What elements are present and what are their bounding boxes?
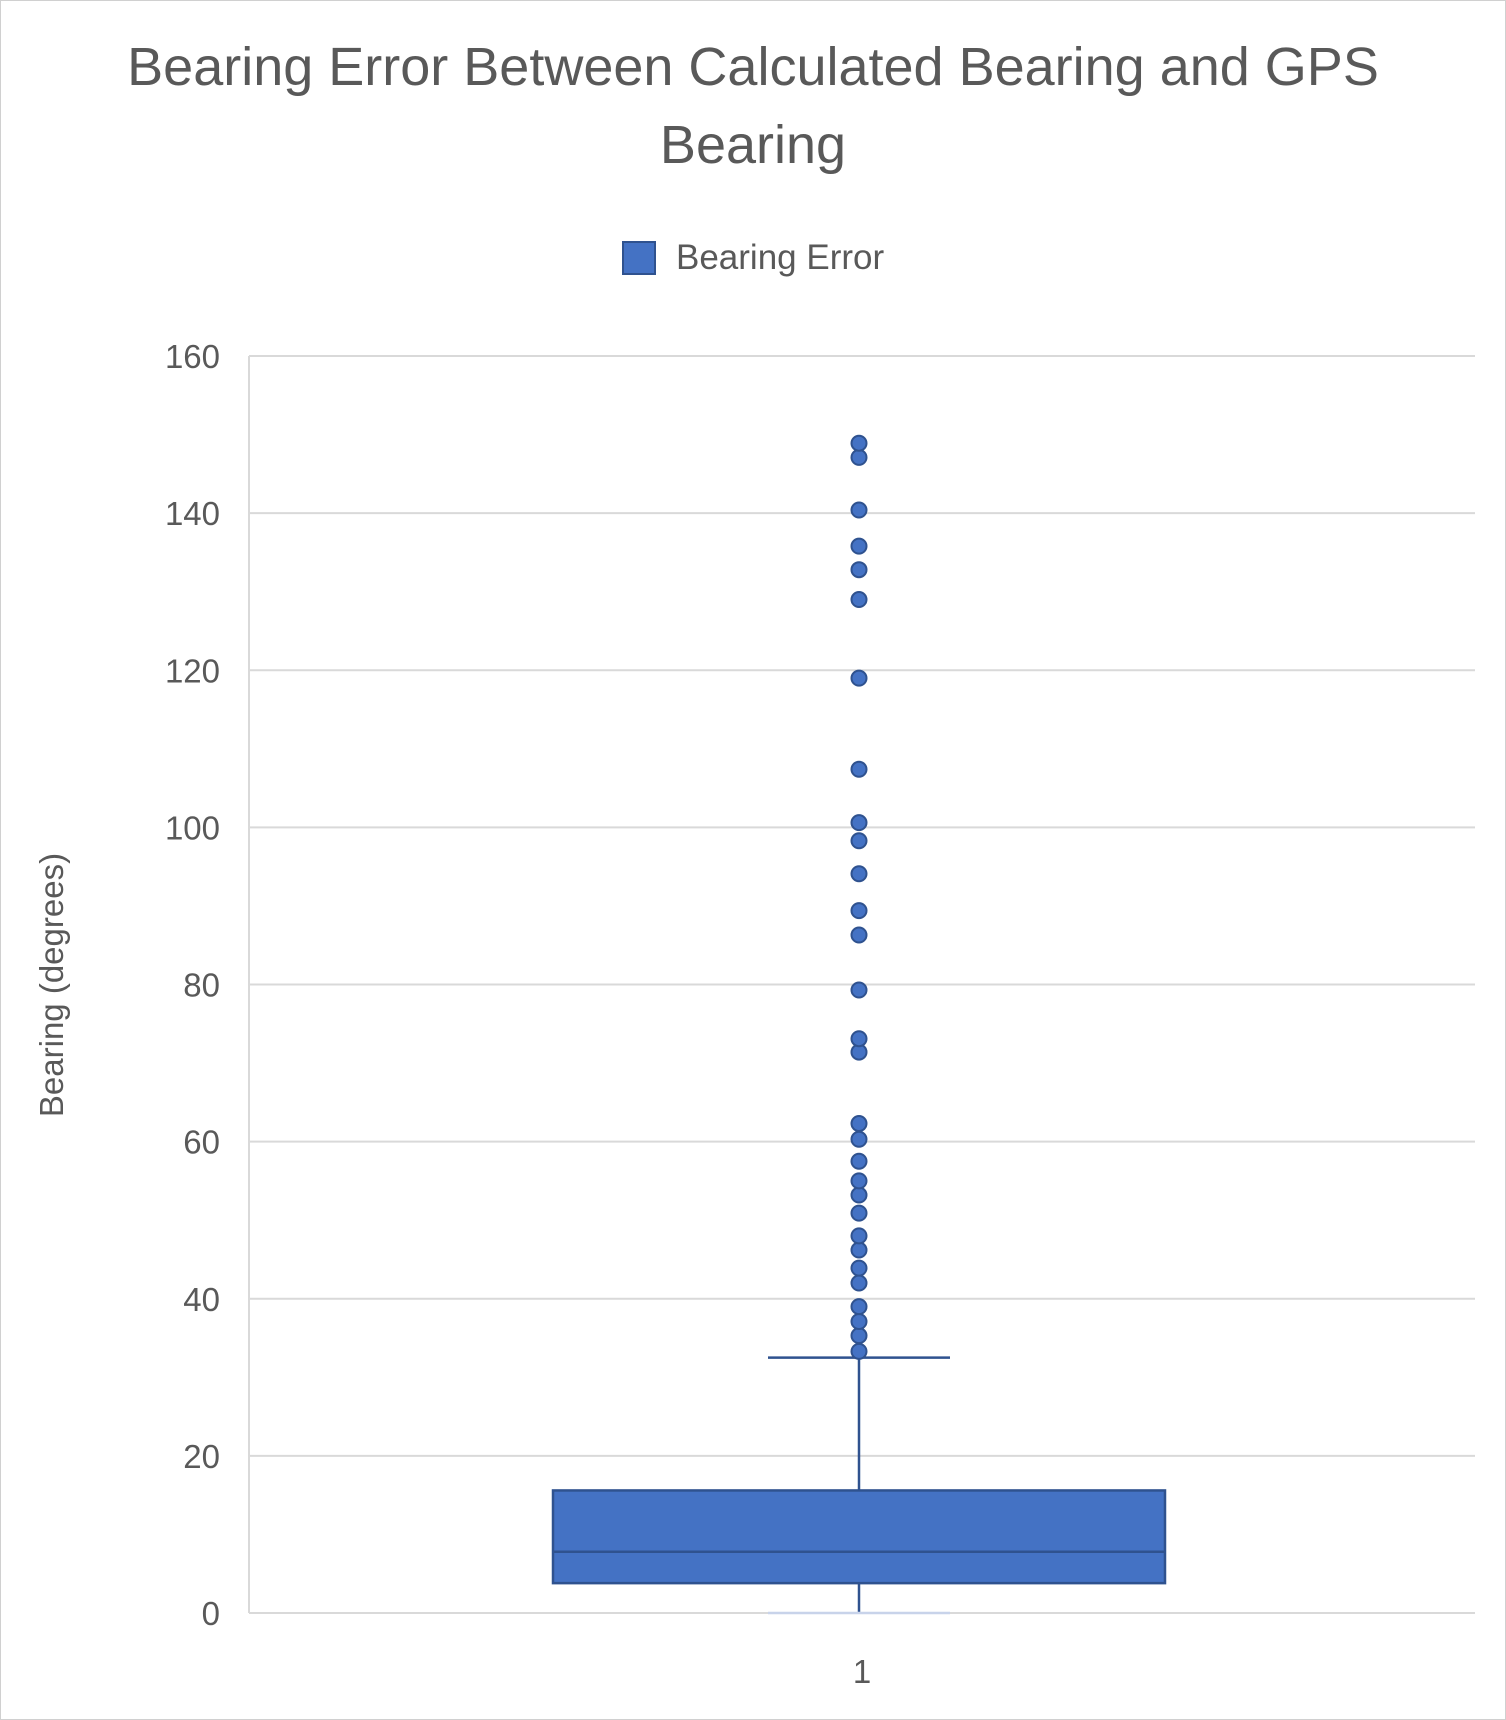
y-tick-label-160: 160 [165,338,220,375]
outlier-point-25 [850,561,868,579]
y-tick-label-140: 140 [165,495,220,532]
outlier-point-23 [850,669,868,687]
outlier-point-19 [850,865,868,883]
y-tick-label-40: 40 [183,1281,220,1318]
outlier-point-13 [850,1115,868,1133]
outlier-point-21 [850,814,868,832]
outlier-point-6 [850,1241,868,1259]
x-tick-label-1: 1 [853,1653,871,1690]
outlier-point-26 [850,537,868,555]
outlier-point-7 [850,1227,868,1245]
outlier-point-3 [850,1298,868,1316]
chart-title-line-1: Bearing Error Between Calculated Bearing… [127,37,1379,97]
outlier-point-8 [850,1204,868,1222]
legend-label: Bearing Error [676,238,885,277]
outlier-point-24 [850,591,868,609]
outlier-point-29 [850,434,868,452]
y-tick-label-80: 80 [183,967,220,1004]
outlier-point-27 [850,501,868,519]
legend: Bearing Error [622,236,884,280]
outlier-point-12 [850,1130,868,1148]
outlier-point-2 [850,1313,868,1331]
outlier-point-10 [850,1172,868,1190]
outlier-point-28 [850,448,868,466]
outlier-point-11 [850,1152,868,1170]
y-tick-label-120: 120 [165,652,220,689]
outlier-point-15 [850,1030,868,1048]
y-tick-label-100: 100 [165,809,220,846]
outlier-point-1 [850,1327,868,1345]
outlier-point-18 [850,902,868,920]
outlier-point-5 [850,1259,868,1277]
outlier-point-17 [850,926,868,944]
outlier-point-22 [850,760,868,778]
legend-swatch [622,241,656,275]
y-tick-label-60: 60 [183,1124,220,1161]
outlier-point-16 [850,981,868,999]
outlier-point-20 [850,832,868,850]
outlier-point-4 [850,1274,868,1292]
y-tick-label-20: 20 [183,1438,220,1475]
chart-title: Bearing Error Between Calculated Bearing… [0,28,1506,184]
box-q1-q3 [551,1489,1167,1585]
y-tick-label-0: 0 [202,1595,220,1632]
outlier-point-0 [850,1342,868,1360]
outlier-point-9 [850,1186,868,1204]
chart-title-line-2: Bearing [659,115,847,175]
